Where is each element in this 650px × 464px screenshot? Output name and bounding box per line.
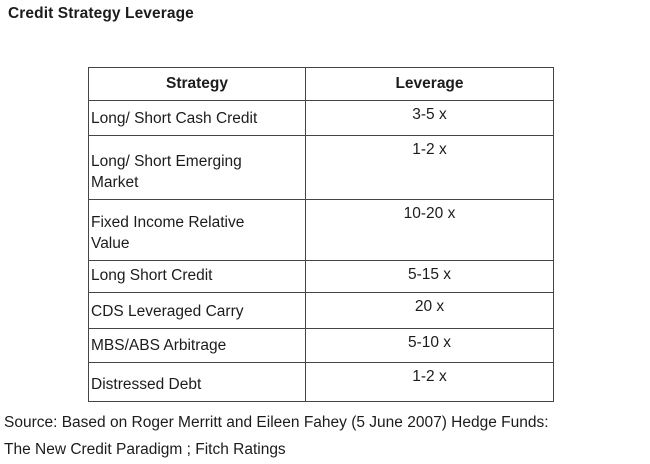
leverage-cell: 10-20 x bbox=[305, 199, 554, 261]
strategy-cell: CDS Leveraged Carry bbox=[88, 292, 306, 329]
table-row: CDS Leveraged Carry 20 x bbox=[88, 292, 554, 329]
strategy-cell: Long/ Short Emerging Market bbox=[88, 135, 306, 200]
page-title: Credit Strategy Leverage bbox=[8, 5, 194, 22]
table-row: Long/ Short Cash Credit 3-5 x bbox=[88, 100, 554, 136]
leverage-cell: 5-15 x bbox=[305, 260, 554, 293]
source-note: Source: Based on Roger Merritt and Eilee… bbox=[4, 409, 549, 463]
table-header-row: Strategy Leverage bbox=[88, 67, 554, 101]
leverage-column-header: Leverage bbox=[305, 67, 554, 101]
source-note-line-2: The New Credit Paradigm ; Fitch Ratings bbox=[4, 441, 286, 458]
credit-strategy-leverage-table: Strategy Leverage Long/ Short Cash Credi… bbox=[88, 67, 554, 402]
leverage-cell: 1-2 x bbox=[305, 135, 554, 200]
strategy-cell: Fixed Income Relative Value bbox=[88, 199, 306, 261]
strategy-column-header: Strategy bbox=[88, 67, 306, 101]
strategy-cell: Long Short Credit bbox=[88, 260, 306, 293]
leverage-cell: 3-5 x bbox=[305, 100, 554, 136]
table-row: Distressed Debt 1-2 x bbox=[88, 362, 554, 402]
table-row: MBS/ABS Arbitrage 5-10 x bbox=[88, 328, 554, 363]
table-row: Fixed Income Relative Value 10-20 x bbox=[88, 199, 554, 261]
leverage-cell: 20 x bbox=[305, 292, 554, 329]
strategy-cell: Long/ Short Cash Credit bbox=[88, 100, 306, 136]
source-note-line-1: Source: Based on Roger Merritt and Eilee… bbox=[4, 414, 549, 431]
table-row: Long Short Credit 5-15 x bbox=[88, 260, 554, 293]
strategy-cell: Distressed Debt bbox=[88, 362, 306, 402]
leverage-cell: 1-2 x bbox=[305, 362, 554, 402]
strategy-cell: MBS/ABS Arbitrage bbox=[88, 328, 306, 363]
table-row: Long/ Short Emerging Market 1-2 x bbox=[88, 135, 554, 200]
leverage-cell: 5-10 x bbox=[305, 328, 554, 363]
